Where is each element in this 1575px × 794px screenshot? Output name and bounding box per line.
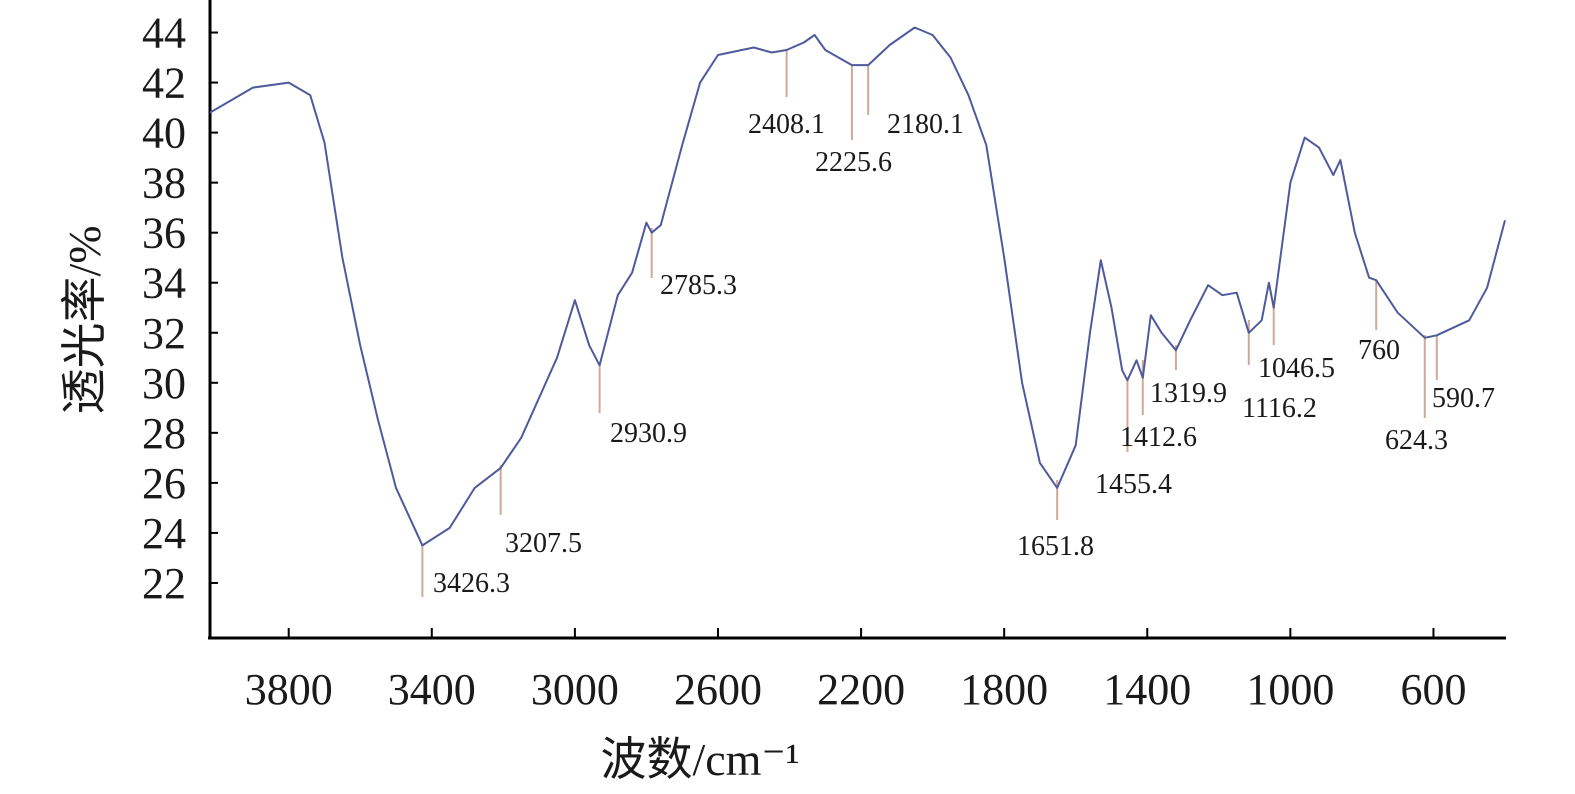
y-tick-label: 40 — [142, 109, 186, 158]
spectrum-line — [209, 26, 1506, 547]
x-axis-label: 波数/cm⁻¹ — [600, 734, 799, 785]
x-tick-label: 2200 — [817, 665, 905, 714]
y-tick-label: 34 — [142, 259, 186, 308]
y-tick-label: 22 — [142, 559, 186, 608]
x-tick-label: 600 — [1400, 665, 1466, 714]
x-tick-label: 3000 — [531, 665, 619, 714]
x-tick-label: 3400 — [388, 665, 476, 714]
x-tick-label: 1000 — [1246, 665, 1334, 714]
y-tick-label: 28 — [142, 409, 186, 458]
peak-label: 1651.8 — [1017, 531, 1094, 562]
y-tick-label: 36 — [142, 209, 186, 258]
peak-label: 624.3 — [1385, 425, 1448, 456]
peak-label: 2408.1 — [748, 109, 825, 140]
y-tick-label: 24 — [142, 509, 186, 558]
x-tick-label: 3800 — [245, 665, 333, 714]
y-tick-label: 44 — [142, 9, 186, 58]
y-tick-label: 42 — [142, 59, 186, 108]
peak-label: 2785.3 — [660, 270, 737, 301]
x-tick-label: 2600 — [674, 665, 762, 714]
peak-label: 1116.2 — [1242, 393, 1317, 424]
peak-label: 2930.9 — [610, 418, 687, 449]
peak-label: 1046.5 — [1258, 353, 1335, 384]
peak-label: 590.7 — [1432, 383, 1495, 414]
peak-label: 1455.4 — [1095, 469, 1172, 500]
peak-label: 2180.1 — [887, 109, 964, 140]
peak-label: 1412.6 — [1120, 422, 1197, 453]
y-tick-label: 26 — [142, 459, 186, 508]
x-tick-label: 1800 — [960, 665, 1048, 714]
peak-label: 2225.6 — [815, 147, 892, 178]
x-tick-label: 1400 — [1103, 665, 1191, 714]
peak-label: 760 — [1358, 335, 1400, 366]
y-tick-label: 38 — [142, 159, 186, 208]
y-tick-label: 32 — [142, 309, 186, 358]
peak-label: 3207.5 — [505, 528, 582, 559]
y-tick-label: 30 — [142, 359, 186, 408]
y-axis-label: 透光率/% — [59, 225, 110, 414]
peak-label: 3426.3 — [433, 568, 510, 599]
peak-label: 1319.9 — [1150, 378, 1227, 409]
